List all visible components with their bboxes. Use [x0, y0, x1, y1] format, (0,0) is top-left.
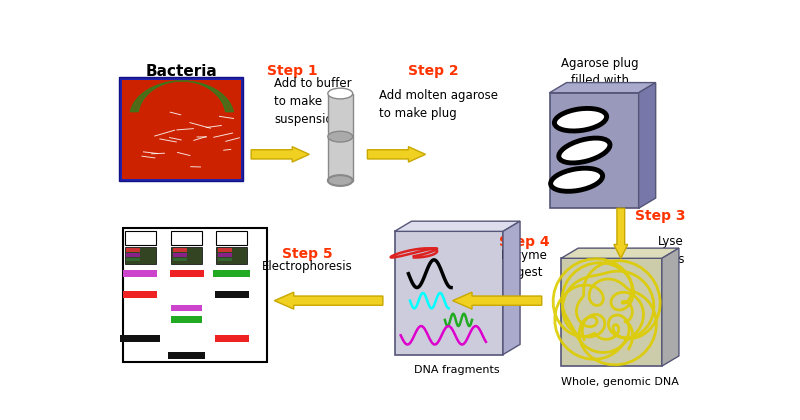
- Bar: [126, 248, 140, 252]
- Text: Step 1: Step 1: [267, 64, 318, 78]
- Ellipse shape: [554, 108, 606, 131]
- Text: Step 5: Step 5: [282, 247, 333, 261]
- Ellipse shape: [328, 175, 353, 186]
- Bar: [216, 231, 247, 245]
- Bar: [214, 335, 249, 342]
- Polygon shape: [503, 221, 520, 354]
- Bar: [216, 247, 247, 264]
- FancyArrow shape: [251, 147, 310, 162]
- Bar: [394, 231, 503, 354]
- Polygon shape: [394, 221, 520, 231]
- Text: Enzyme
digest: Enzyme digest: [502, 249, 548, 279]
- Polygon shape: [662, 248, 679, 366]
- Bar: [173, 248, 187, 252]
- Ellipse shape: [550, 168, 602, 191]
- Bar: [171, 247, 202, 264]
- Bar: [123, 228, 266, 362]
- Bar: [120, 335, 161, 342]
- Bar: [173, 257, 187, 261]
- Text: Agarose plug
filled with
bacteria: Agarose plug filled with bacteria: [561, 57, 638, 104]
- Bar: [328, 94, 353, 181]
- Text: Lyse
cells: Lyse cells: [658, 235, 685, 266]
- Bar: [173, 253, 187, 257]
- Text: Add to buffer
to make
suspension: Add to buffer to make suspension: [274, 77, 352, 126]
- Bar: [550, 93, 638, 208]
- Bar: [218, 248, 232, 252]
- Bar: [561, 258, 662, 366]
- Bar: [170, 270, 204, 277]
- Text: Bacteria: Bacteria: [146, 64, 218, 79]
- Polygon shape: [561, 248, 679, 258]
- Text: Whole, genomic DNA: Whole, genomic DNA: [561, 377, 679, 387]
- FancyArrow shape: [453, 292, 542, 309]
- Polygon shape: [550, 83, 656, 93]
- Bar: [214, 291, 249, 297]
- Bar: [218, 253, 232, 257]
- Text: Step 4: Step 4: [499, 235, 550, 249]
- Text: Electrophoresis: Electrophoresis: [262, 260, 353, 273]
- Polygon shape: [638, 83, 656, 208]
- Text: Add molten agarose
to make plug: Add molten agarose to make plug: [379, 89, 498, 120]
- FancyArrow shape: [367, 147, 426, 162]
- FancyArrow shape: [274, 292, 383, 309]
- Bar: [122, 80, 241, 179]
- Bar: [168, 352, 206, 359]
- Bar: [125, 231, 156, 245]
- Bar: [119, 77, 243, 181]
- Bar: [123, 291, 158, 297]
- Bar: [171, 231, 202, 245]
- Ellipse shape: [328, 131, 353, 142]
- Text: Step 3: Step 3: [634, 209, 686, 223]
- Text: DNA fragments: DNA fragments: [414, 365, 500, 375]
- Bar: [126, 253, 140, 257]
- Ellipse shape: [328, 88, 353, 99]
- Ellipse shape: [559, 113, 602, 126]
- Bar: [171, 304, 202, 312]
- Bar: [123, 270, 158, 277]
- Bar: [126, 257, 140, 261]
- Ellipse shape: [556, 173, 598, 187]
- Bar: [213, 270, 250, 277]
- Text: Step 2: Step 2: [408, 64, 458, 78]
- Bar: [218, 257, 232, 261]
- Ellipse shape: [558, 138, 610, 163]
- Ellipse shape: [564, 142, 605, 159]
- FancyArrow shape: [614, 208, 628, 258]
- Bar: [125, 247, 156, 264]
- Bar: [171, 316, 202, 323]
